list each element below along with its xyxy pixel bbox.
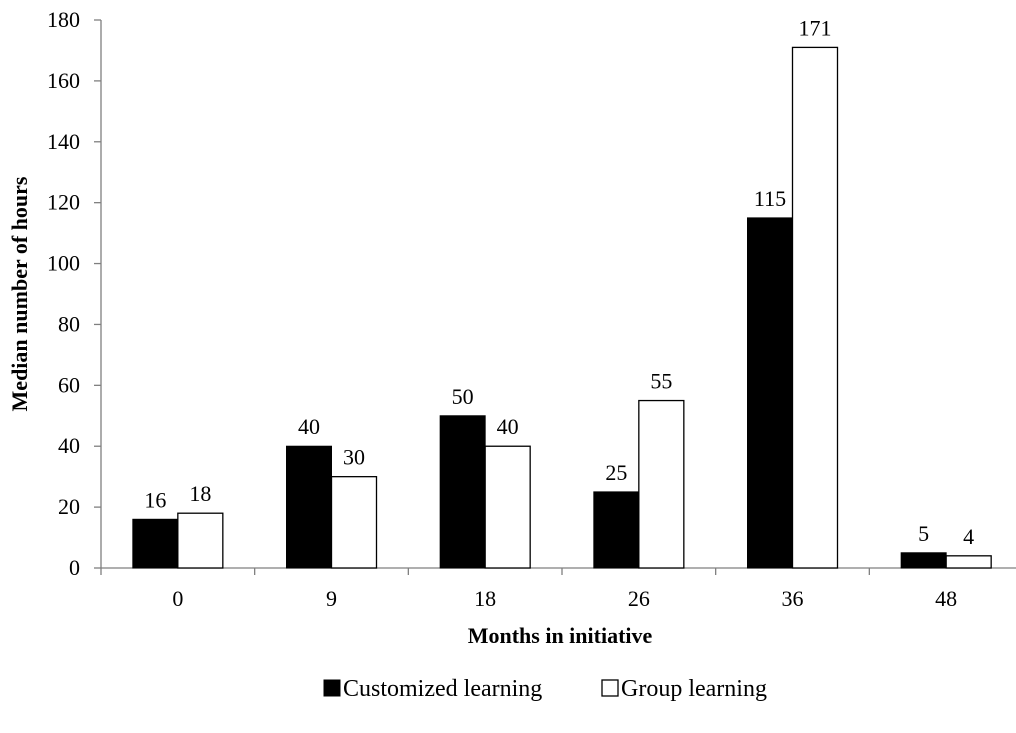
- bar-customized-learning: [900, 552, 947, 569]
- data-label-group-learning: 30: [343, 445, 365, 470]
- legend-label-group-learning: Group learning: [621, 676, 767, 702]
- data-label-group-learning: 171: [799, 15, 832, 40]
- legend-swatch-customized-learning: [323, 679, 341, 697]
- y-tick-label: 40: [58, 433, 80, 458]
- y-tick-label: 60: [58, 372, 80, 397]
- y-tick-label: 0: [69, 555, 80, 580]
- y-tick-label: 180: [47, 7, 80, 32]
- data-label-customized-learning: 50: [452, 384, 474, 409]
- data-label-customized-learning: 16: [144, 487, 166, 512]
- y-tick-label: 100: [47, 251, 80, 276]
- bar-customized-learning: [286, 445, 332, 569]
- data-label-group-learning: 55: [650, 369, 672, 394]
- bar-group-learning: [177, 512, 224, 569]
- legend-swatch-group-learning: [601, 679, 619, 697]
- y-tick-label: 20: [58, 494, 80, 519]
- x-axis: 0 9 18 26 36 48: [100, 567, 1016, 611]
- y-axis-title: Median number of hours: [7, 176, 32, 411]
- legend-label-customized-learning: Customized learning: [343, 676, 542, 702]
- bar-group-learning: [330, 476, 378, 569]
- x-tick-label: 36: [782, 586, 804, 611]
- bar-group-learning: [791, 46, 839, 569]
- bar-customized-learning: [747, 217, 793, 569]
- bar-customized-learning: [593, 491, 640, 569]
- data-label-group-learning: 40: [497, 414, 519, 439]
- bar-customized-learning: [439, 415, 486, 569]
- data-labels: 16 40 50 25 115 5 18 30 40 55 171 4: [144, 15, 974, 548]
- data-label-customized-learning: 25: [605, 460, 627, 485]
- bar-customized-learning: [132, 518, 179, 569]
- y-tick-label: 140: [47, 129, 80, 154]
- x-tick-label: 18: [474, 586, 496, 611]
- x-tick-label: 26: [628, 586, 650, 611]
- data-label-customized-learning: 5: [918, 521, 929, 546]
- bar-group-learning: [484, 445, 531, 569]
- y-tick-label: 120: [47, 190, 80, 215]
- y-tick-label: 80: [58, 311, 80, 336]
- data-label-group-learning: 18: [189, 481, 211, 506]
- bar-group-learning: [638, 399, 685, 569]
- x-tick-label: 0: [172, 586, 183, 611]
- y-tick-label: 160: [47, 68, 80, 93]
- x-tick-label: 48: [935, 586, 957, 611]
- x-axis-title: Months in initiative: [468, 623, 653, 648]
- y-axis: 0 20 40 60 80 100 120 140 160 180: [47, 7, 102, 580]
- data-label-group-learning: 4: [963, 524, 974, 549]
- bar-group-learning: [945, 555, 992, 569]
- legend: Customized learning Group learning: [323, 676, 767, 702]
- data-label-customized-learning: 115: [754, 186, 786, 211]
- data-label-customized-learning: 40: [298, 414, 320, 439]
- bars: [132, 46, 992, 569]
- x-tick-label: 9: [326, 586, 337, 611]
